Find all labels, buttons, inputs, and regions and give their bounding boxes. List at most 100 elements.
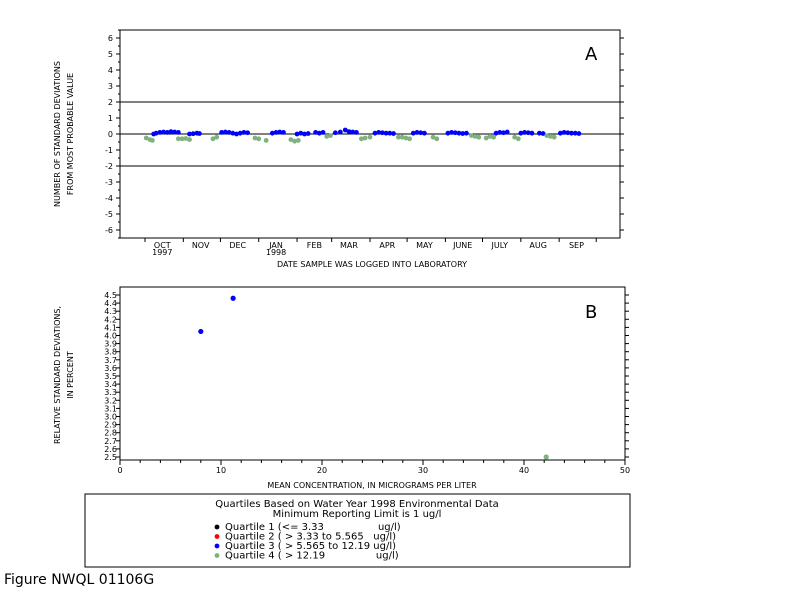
panel-a-y-axis-title-line1: NUMBER OF STANDARD DEVIATIONS: [53, 61, 62, 207]
panel-a-point: [515, 136, 521, 142]
panel-a-x-tick-label: MAR: [340, 241, 358, 250]
panel-a-point: [540, 131, 546, 136]
panel-b-x-axis-title: MEAN CONCENTRATION, IN MICROGRAMS PER LI…: [267, 481, 477, 490]
legend-entry-label: Quartile 1 (<= 3.33 ug/l): [225, 522, 401, 533]
panel-a-point: [445, 130, 451, 136]
panel-a-y-tick-label: -5: [105, 210, 113, 219]
panel-b-x-axis: 0 10 20 30 40 50: [117, 460, 630, 475]
panel-a-letter: A: [585, 44, 598, 65]
panel-b-y-tick-label: 2.5: [104, 453, 117, 462]
panel-b-y-tick-label: 4.4: [104, 299, 117, 308]
panel-b-y-tick-label: 3.8: [104, 348, 117, 357]
legend-marker: [214, 553, 220, 558]
panel-a-point: [491, 134, 497, 140]
panel-a-point: [468, 133, 474, 139]
panel-a-x-tick-label: NOV: [192, 241, 210, 250]
panel-a-point: [161, 129, 166, 135]
panel-a-point: [313, 130, 319, 135]
legend-title-line1: Quartiles Based on Water Year 1998 Envir…: [215, 499, 499, 510]
legend-title-line2: Minimum Reporting Limit is 1 ug/l: [273, 509, 442, 520]
panel-a-point: [187, 137, 192, 143]
panel-a-point: [497, 130, 503, 135]
panel-a-point: [476, 134, 482, 140]
panel-a-point: [487, 134, 493, 139]
panel-a-point: [557, 130, 563, 136]
panel-a-point: [305, 131, 311, 136]
panel-a-point: [183, 136, 189, 141]
panel-a-point: [421, 130, 427, 136]
panel-b-points: [198, 295, 549, 460]
legend: Quartiles Based on Water Year 1998 Envir…: [84, 493, 631, 568]
panel-b-y-tick-label: 3.7: [104, 356, 117, 365]
panel-a-point: [346, 129, 352, 135]
legend-frame: [84, 493, 631, 568]
panel-b-y-tick-label: 3.4: [104, 380, 117, 389]
panel-b-y-tick-label: 4.1: [104, 323, 117, 332]
panel-a-point: [512, 134, 518, 140]
panel-a-point: [434, 136, 440, 142]
panel-a-point: [569, 130, 574, 136]
panel-a-point: [269, 130, 275, 136]
panel-a-point: [452, 130, 458, 136]
panel-a-point: [214, 134, 220, 140]
panel-b-letter: B: [585, 302, 597, 323]
panel-a-point: [350, 129, 356, 135]
panel-b-x-tick-label: 0: [117, 466, 122, 475]
panel-a-point: [456, 130, 462, 136]
legend-marker: [214, 524, 220, 530]
panel-b-y-tick-label: 3.1: [104, 404, 117, 413]
panel-b-y-axis: 4.54.44.34.24.14.03.93.83.73.63.53.43.33…: [104, 291, 629, 462]
panel-a-x-tick-label: APR: [379, 241, 395, 250]
panel-a-point: [504, 129, 510, 135]
panel-b-x-tick-label: 30: [418, 466, 428, 475]
panel-a-point: [150, 138, 155, 143]
panel-a-point: [399, 134, 405, 140]
figure-id-label: Figure NWQL 01106G: [4, 572, 154, 588]
panel-a-point: [157, 130, 163, 135]
legend-entry-label: Quartile 2 ( > 3.33 to 5.565 ug/l): [225, 532, 396, 543]
panel-b-x-tick-label: 40: [519, 466, 529, 475]
legend-marker: [214, 543, 220, 549]
panel-b-point: [543, 454, 549, 460]
panel-a-point: [387, 130, 393, 136]
legend-marker: [214, 534, 220, 539]
panel-a-point: [529, 130, 535, 136]
panel-a-points: [143, 127, 582, 144]
panel-a-y-tick-label: 1: [108, 114, 113, 123]
panel-a-point: [292, 138, 297, 144]
panel-a-x-tick-sublabel: 1997: [152, 248, 172, 257]
panel-a-point: [252, 135, 258, 141]
panel-b-y-tick-label: 4.5: [104, 291, 117, 300]
panel-a-x-tick-label: OCT: [154, 241, 171, 250]
panel-b-y-tick-label: 3.2: [104, 396, 117, 405]
panel-b-x-tick-label: 10: [216, 466, 226, 475]
panel-a-point: [565, 130, 571, 136]
panel-b-y-tick-label: 4.2: [104, 315, 117, 324]
panel-a-y-tick-label: 3: [108, 82, 113, 91]
panel-a-y-tick-label: 0: [108, 130, 113, 139]
panel-a-point: [153, 130, 159, 136]
panel-a-point: [396, 134, 401, 140]
panel-b-y-tick-label: 4.0: [104, 332, 117, 341]
panel-a-point: [576, 131, 582, 136]
panel-a-point: [522, 130, 527, 135]
panel-b-point: [230, 295, 236, 301]
panel-a-point: [179, 136, 185, 142]
panel-a-point: [241, 130, 247, 135]
panel-a-point: [234, 131, 239, 137]
panel-a-x-tick-label: SEP: [569, 241, 584, 250]
panel-a-point: [525, 130, 531, 136]
panel-a-y-tick-label: -4: [105, 194, 113, 203]
panel-a-point: [277, 129, 283, 135]
panel-b-y-tick-label: 3.6: [104, 364, 117, 373]
panel-b-y-tick-label: 3.5: [104, 372, 117, 381]
panel-a-point: [328, 133, 333, 139]
panel-a-y-tick-label: -3: [105, 178, 113, 187]
panel-a-point: [187, 131, 192, 137]
panel-a-point: [288, 137, 294, 143]
panel-b-x-tick-label: 20: [317, 466, 327, 475]
panel-a-point: [472, 134, 478, 139]
panel-a-x-tick-label: DEC: [229, 241, 246, 250]
